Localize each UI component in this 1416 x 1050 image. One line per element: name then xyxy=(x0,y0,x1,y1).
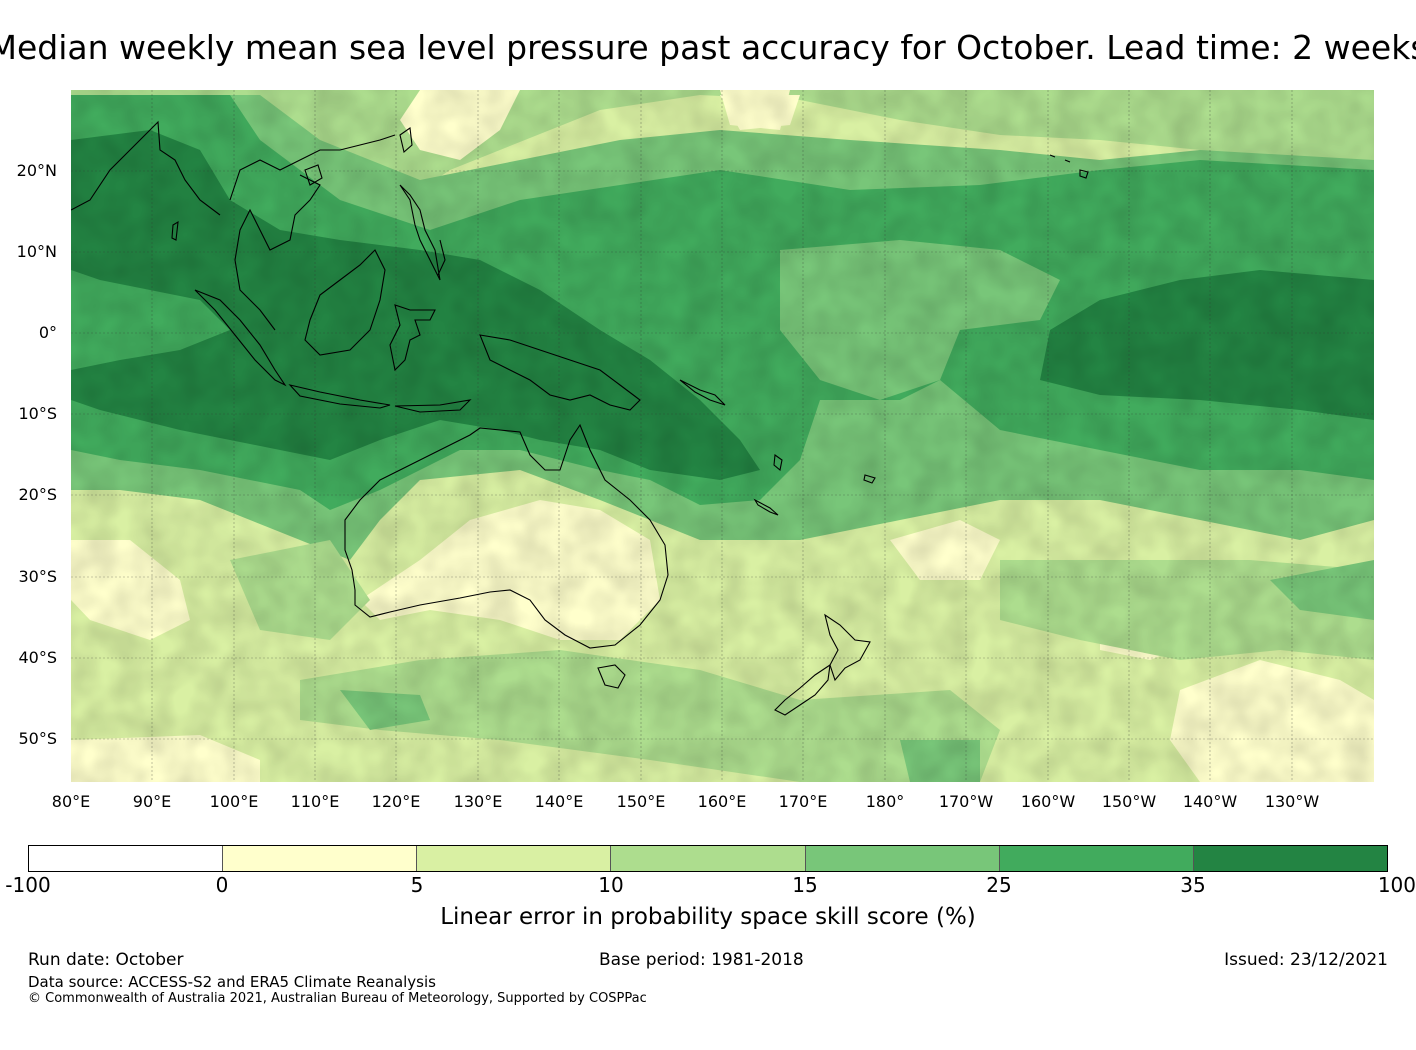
issued-date: Issued: 23/12/2021 xyxy=(1224,950,1388,970)
lat-label-50s: 50°S xyxy=(18,729,57,748)
solomon-islands-coast xyxy=(679,379,726,406)
colorbar-tick: 15 xyxy=(792,873,818,897)
new-caledonia-coast xyxy=(753,498,779,516)
colorbar-segment xyxy=(805,846,1000,871)
fiji-coast xyxy=(863,474,876,484)
colorbar-segment xyxy=(1193,846,1387,871)
lat-label-0: 0° xyxy=(38,323,57,342)
taiwan-coast xyxy=(399,127,413,154)
nz-south-island-coast xyxy=(774,663,831,716)
australia-coast xyxy=(344,423,669,649)
colorbar-tick: 25 xyxy=(986,873,1012,897)
lat-label-20n: 20°N xyxy=(16,161,57,180)
lon-label-180: 180° xyxy=(865,792,905,811)
new-guinea-coast xyxy=(479,334,641,411)
lon-label-160w: 160°W xyxy=(1020,792,1076,811)
india-coast xyxy=(71,120,221,216)
lat-label-10n: 10°N xyxy=(16,242,57,261)
lat-label-30s: 30°S xyxy=(18,567,57,586)
lon-label-120e: 120°E xyxy=(371,792,421,811)
data-source: Data source: ACCESS-S2 and ERA5 Climate … xyxy=(28,973,436,991)
lon-label-90e: 90°E xyxy=(132,792,172,811)
indochina-coast xyxy=(229,134,396,331)
lon-label-110e: 110°E xyxy=(290,792,340,811)
hainan-coast xyxy=(304,164,323,186)
lon-label-140w: 140°W xyxy=(1182,792,1238,811)
lesser-sunda-coast xyxy=(394,399,472,413)
copyright: © Commonwealth of Australia 2021, Austra… xyxy=(28,991,647,1006)
sulawesi-coast xyxy=(389,304,436,372)
hawaii-coast xyxy=(1049,154,1089,179)
lon-label-140e: 140°E xyxy=(534,792,584,811)
java-coast xyxy=(288,384,391,409)
colorbar-tick: 10 xyxy=(598,873,624,897)
philippines-coast xyxy=(399,184,446,281)
lon-label-100e: 100°E xyxy=(209,792,259,811)
lat-label-10s: 10°S xyxy=(18,404,57,423)
chart-title: Median weekly mean sea level pressure pa… xyxy=(0,28,1416,67)
colorbar-tick: 5 xyxy=(410,873,424,897)
colorbar-label: Linear error in probability space skill … xyxy=(440,904,976,930)
lat-label-20s: 20°S xyxy=(18,485,57,504)
tasmania-coast xyxy=(597,664,626,689)
lon-label-160e: 160°E xyxy=(697,792,747,811)
coastlines xyxy=(71,120,1089,716)
sri-lanka-coast xyxy=(171,220,179,241)
borneo-coast xyxy=(304,249,386,356)
colorbar-tick: -100 xyxy=(5,873,51,897)
lon-label-80e: 80°E xyxy=(51,792,91,811)
colorbar-segment xyxy=(223,846,418,871)
lon-label-150w: 150°W xyxy=(1101,792,1157,811)
lat-label-40s: 40°S xyxy=(18,648,57,667)
lon-label-170w: 170°W xyxy=(938,792,994,811)
colorbar-segment xyxy=(29,846,224,871)
lon-label-130w: 130°W xyxy=(1264,792,1320,811)
colorbar xyxy=(28,845,1388,872)
nz-north-island-coast xyxy=(824,613,871,682)
sumatra-coast xyxy=(194,289,287,387)
colorbar-segment xyxy=(611,846,806,871)
colorbar-tick: 100 xyxy=(1377,873,1416,897)
colorbar-segment xyxy=(999,846,1194,871)
lon-label-130e: 130°E xyxy=(453,792,503,811)
skill-field xyxy=(71,90,1374,782)
lon-label-170e: 170°E xyxy=(778,792,828,811)
colorbar-tick: 35 xyxy=(1180,873,1206,897)
graticule xyxy=(71,90,1374,782)
base-period: Base period: 1981-2018 xyxy=(599,950,804,970)
colorbar-segment xyxy=(417,846,612,871)
vanuatu-coast xyxy=(773,454,783,472)
colorbar-tick: 0 xyxy=(215,873,229,897)
lon-label-150e: 150°E xyxy=(616,792,666,811)
run-date: Run date: October xyxy=(28,950,184,970)
